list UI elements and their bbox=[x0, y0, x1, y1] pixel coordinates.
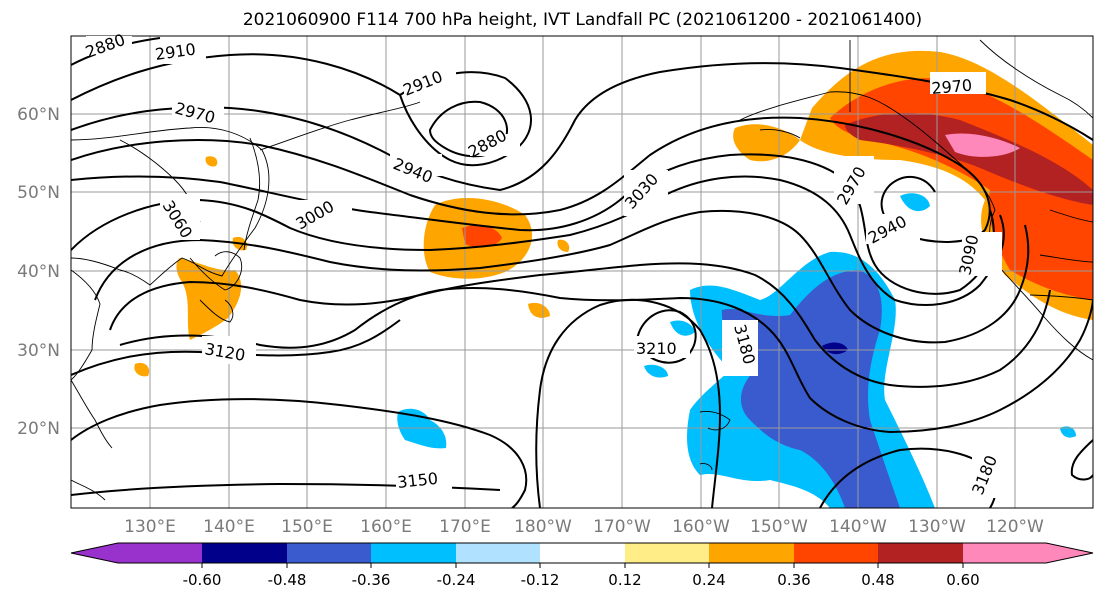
lon-label: 120°W bbox=[986, 517, 1044, 537]
colorbar-tick-label: 0.48 bbox=[861, 571, 894, 589]
colorbar-segment bbox=[794, 543, 878, 563]
contour-labels: 2880 2910 2970 2910 2880 2940 3000 3060 … bbox=[83, 30, 1012, 498]
lon-label: 170°W bbox=[593, 517, 651, 537]
lon-label: 180°W bbox=[514, 517, 572, 537]
colorbar-tick-label: -0.60 bbox=[183, 571, 222, 589]
colorbar-tick-label: -0.12 bbox=[521, 571, 560, 589]
lon-label: 160°E bbox=[360, 517, 412, 537]
map-title: 2021060900 F114 700 hPa height, IVT Land… bbox=[242, 10, 923, 30]
contour-label: 3210 bbox=[636, 339, 677, 358]
colorbar-tick-label: 0.60 bbox=[946, 571, 979, 589]
lon-label: 140°E bbox=[203, 517, 255, 537]
lon-label: 150°E bbox=[281, 517, 333, 537]
colorbar-tick-label: 0.24 bbox=[692, 571, 725, 589]
contour-label: 3150 bbox=[396, 469, 438, 492]
longitude-labels: 130°E 140°E 150°E 160°E 170°E 180°W 170°… bbox=[124, 517, 1044, 537]
contour-label: 2970 bbox=[931, 76, 973, 98]
ivt-positive-shading bbox=[134, 50, 1093, 377]
lon-label: 150°W bbox=[750, 517, 808, 537]
latitude-labels: 60°N 50°N 40°N 30°N 20°N bbox=[17, 105, 60, 439]
colorbar-segment bbox=[456, 543, 540, 563]
lat-label: 50°N bbox=[17, 183, 60, 203]
colorbar-tick-label: -0.24 bbox=[437, 571, 476, 589]
colorbar-tick-label: -0.36 bbox=[352, 571, 391, 589]
colorbar-segment bbox=[287, 543, 371, 563]
colorbar-tick-label: 0.36 bbox=[777, 571, 810, 589]
lat-label: 40°N bbox=[17, 262, 60, 282]
colorbar-segment bbox=[71, 543, 202, 563]
colorbar-segment bbox=[963, 543, 1093, 563]
colorbar-segment bbox=[371, 543, 456, 563]
colorbar-tick-label: -0.48 bbox=[268, 571, 307, 589]
lat-label: 60°N bbox=[17, 105, 60, 125]
colorbar: -0.60 -0.48 -0.36 -0.24 -0.12 0.12 0.24 … bbox=[70, 542, 1094, 589]
map-panel bbox=[71, 36, 1093, 508]
lon-label: 130°W bbox=[908, 517, 966, 537]
colorbar-segment bbox=[202, 543, 287, 563]
colorbar-tick-label: 0.12 bbox=[608, 571, 641, 589]
colorbar-segment bbox=[540, 543, 625, 563]
lat-label: 20°N bbox=[17, 419, 60, 439]
lon-label: 140°W bbox=[829, 517, 887, 537]
lon-label: 130°E bbox=[124, 517, 176, 537]
map-frame bbox=[70, 35, 1094, 509]
lon-label: 170°E bbox=[439, 517, 491, 537]
colorbar-segment bbox=[709, 543, 794, 563]
colorbar-segment bbox=[878, 543, 963, 563]
lon-label: 160°W bbox=[672, 517, 730, 537]
lat-label: 30°N bbox=[17, 341, 60, 361]
ivt-negative-shading bbox=[397, 193, 1076, 508]
colorbar-segment bbox=[625, 543, 709, 563]
